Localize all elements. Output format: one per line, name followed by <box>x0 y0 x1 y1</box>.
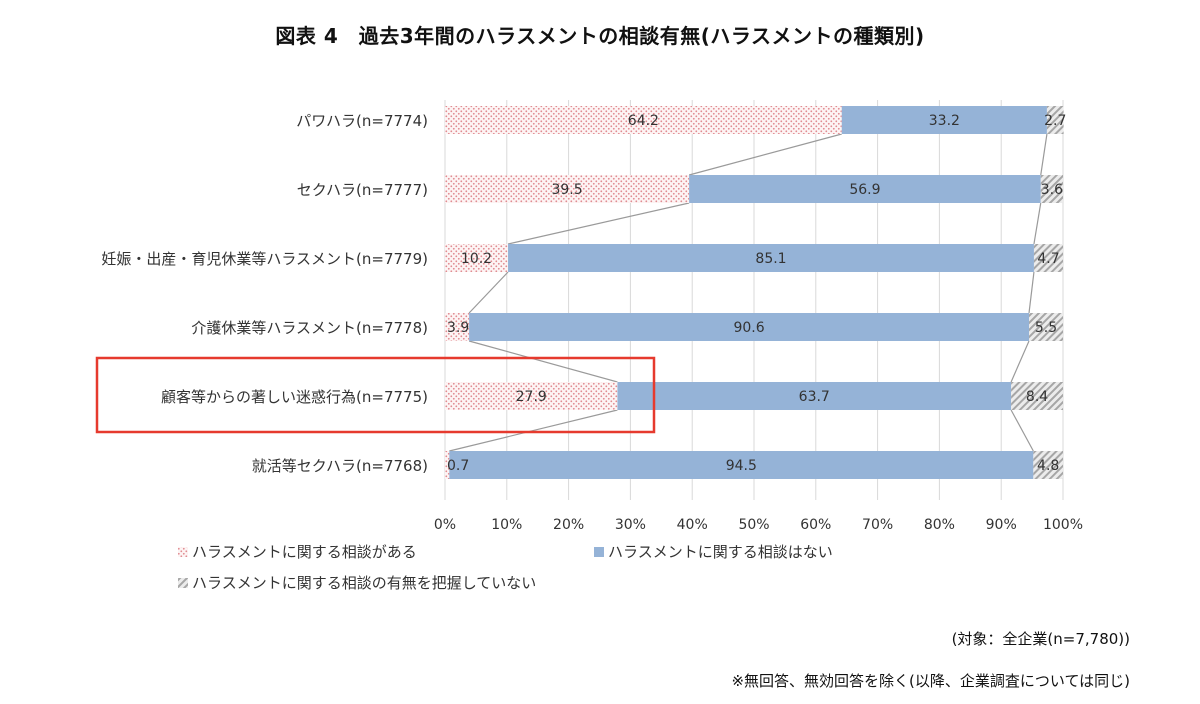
bar-segment <box>445 106 842 134</box>
category-label: セクハラ(n=7777) <box>297 181 428 199</box>
bar-segment <box>449 451 1034 479</box>
x-tick-label: 80% <box>924 517 955 533</box>
category-label: パワハラ(n=7774) <box>296 112 428 130</box>
x-tick-label: 0% <box>434 517 456 533</box>
x-tick-label: 40% <box>677 517 708 533</box>
legend-label: ハラスメントに関する相談がある <box>192 543 417 561</box>
data-label: 94.5 <box>726 458 757 474</box>
bar-segment <box>1011 382 1063 410</box>
x-tick-label: 90% <box>986 517 1017 533</box>
legend-label: ハラスメントに関する相談の有無を把握していない <box>192 574 536 592</box>
series-line <box>507 202 690 245</box>
x-tick-label: 20% <box>553 517 584 533</box>
series-line <box>1040 133 1048 176</box>
x-tick-label: 50% <box>738 517 769 533</box>
chart-title: 図表 4 過去3年間のハラスメントの相談有無(ハラスメントの種類別) <box>275 24 925 48</box>
data-label: 90.6 <box>733 320 764 336</box>
data-label: 39.5 <box>551 182 582 198</box>
data-label: 5.5 <box>1035 320 1057 336</box>
series-line <box>449 409 618 452</box>
series-line <box>1028 271 1035 314</box>
data-label: 56.9 <box>849 182 880 198</box>
series-line <box>468 340 618 383</box>
series-line <box>1033 202 1042 245</box>
exclusion-note: ※無回答、無効回答を除く(以降、企業調査については同じ) <box>731 672 1130 690</box>
data-label: 27.9 <box>516 389 547 405</box>
bar-segment <box>469 313 1030 341</box>
data-label: 10.2 <box>461 251 492 267</box>
x-tick-label: 60% <box>800 517 831 533</box>
bar-segment <box>1029 313 1063 341</box>
legend-swatch <box>178 547 188 557</box>
legend-swatch <box>178 578 188 588</box>
bar-segment <box>1046 106 1064 134</box>
data-label: 4.7 <box>1037 251 1059 267</box>
category-label: 顧客等からの著しい迷惑行為(n=7775) <box>161 388 428 406</box>
bar-segment <box>617 382 1012 410</box>
bar-segment <box>508 244 1034 272</box>
bar-segment <box>445 175 690 203</box>
x-tick-label: 100% <box>1043 517 1083 533</box>
data-label: 2.7 <box>1044 113 1066 129</box>
data-label: 3.6 <box>1041 182 1063 198</box>
data-label: 85.1 <box>755 251 786 267</box>
data-label: 64.2 <box>628 113 659 129</box>
series-line <box>1010 409 1034 452</box>
bar-segment <box>1033 451 1063 479</box>
series-line <box>468 271 509 314</box>
data-label: 63.7 <box>799 389 830 405</box>
x-tick-label: 70% <box>862 517 893 533</box>
series-line <box>688 133 842 176</box>
data-label: 33.2 <box>929 113 960 129</box>
bar-segment <box>1033 244 1063 272</box>
legend-label: ハラスメントに関する相談はない <box>608 543 833 561</box>
series-line <box>1010 340 1030 383</box>
category-label: 介護休業等ハラスメント(n=7778) <box>191 319 428 337</box>
bar-segment <box>841 106 1047 134</box>
bar-segment <box>445 382 618 410</box>
bar-segment <box>445 451 450 479</box>
category-label: 妊娠・出産・育児休業等ハラスメント(n=7779) <box>101 250 428 268</box>
data-label: 4.8 <box>1037 458 1059 474</box>
category-label: 就活等セクハラ(n=7768) <box>252 457 428 475</box>
target-note: (対象：全企業(n=7,780)) <box>951 630 1130 648</box>
bar-segment <box>689 175 1041 203</box>
x-tick-label: 30% <box>615 517 646 533</box>
highlight-frame <box>95 356 656 434</box>
data-label: 3.9 <box>447 320 469 336</box>
bar-segment <box>445 244 509 272</box>
bar-segment <box>445 313 470 341</box>
legend-swatch <box>594 547 604 557</box>
data-label: 8.4 <box>1026 389 1048 405</box>
bar-segment <box>1040 175 1063 203</box>
x-tick-label: 10% <box>491 517 522 533</box>
data-label: 0.7 <box>447 458 469 474</box>
